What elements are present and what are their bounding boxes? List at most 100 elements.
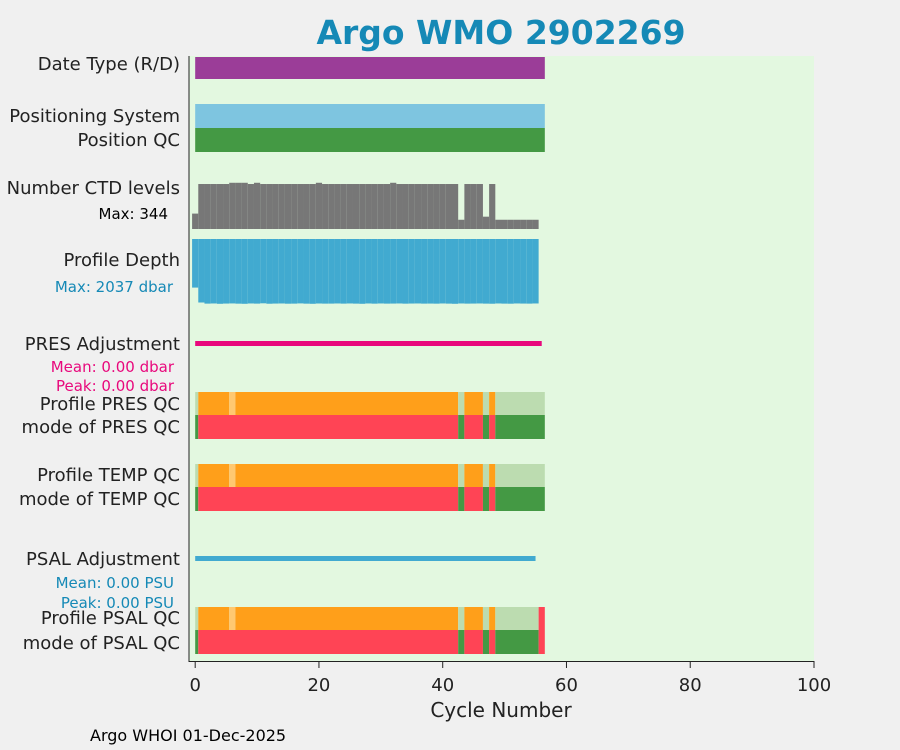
profile-depth-bar [507,239,514,304]
profile-depth-bar [260,239,267,304]
ctd-level-bar [260,184,267,229]
ctd-level-bar [439,184,446,229]
profile-depth-bar [445,239,452,304]
profile-depth-bar [402,239,409,304]
profile-temp-qc-segment [464,464,483,487]
profile-psal-qc-segment [482,607,490,630]
profile-depth-bar [421,239,428,304]
profile-depth-bar [198,239,205,303]
profile-depth-bar [513,239,521,304]
label-mode-pres-qc: mode of PRES QC [22,417,180,438]
label-profile-temp-qc: Profile TEMP QC [37,465,180,486]
profile-depth-bar [340,239,347,304]
profile-psal-qc-segment [235,607,459,630]
profile-depth-bar [346,239,353,304]
profile-depth-bar [427,239,434,304]
profile-psal-qc-segment [464,607,483,630]
pres-mean-label: Mean: 0.00 dbar [51,358,175,376]
mode-temp-qc-segment [198,487,459,511]
profile-depth-bar [352,239,360,304]
ctd-level-bar [390,182,397,229]
ctd-level-bar [371,184,378,229]
profile-temp-qc-segment [198,464,230,487]
ctd-level-bar [520,219,527,229]
ctd-level-bar [470,184,477,229]
label-mode-temp-qc: mode of TEMP QC [19,489,180,510]
psal-peak-label: Peak: 0.00 PSU [61,594,174,612]
profile-temp-qc-segment [235,464,459,487]
ctd-level-bar [495,219,502,229]
profile-psal-qc-segment [489,607,496,630]
profile-depth-bar [278,239,285,304]
ctd-level-bar [427,184,434,229]
profile-depth-bar [482,239,490,304]
ctd-max-label: Max: 344 [99,205,168,223]
ctd-level-bar [532,219,539,229]
profile-depth-bar [328,239,335,304]
profile-depth-bar [297,239,304,304]
profile-temp-qc-segment [482,464,490,487]
ctd-level-bar [309,184,316,229]
profile-psal-qc-segment [458,607,465,630]
ctd-level-bar [402,184,409,229]
profile-depth-bar [414,239,422,304]
label-pres-adjustment: PRES Adjustment [25,334,180,355]
profile-depth-bar [464,239,471,304]
ctd-level-bar [513,219,521,229]
mode-psal-qc-segment [489,630,496,654]
label-profile-psal-qc: Profile PSAL QC [41,608,180,629]
label-profile-depth: Profile Depth [63,250,180,271]
ctd-level-bar [334,184,341,229]
profile-depth-bar [216,239,224,304]
profile-depth-bar [532,239,539,304]
mode-psal-qc-segment [538,630,545,654]
mode-pres-qc-segment [464,415,483,439]
pres-peak-label: Peak: 0.00 dbar [56,377,175,395]
mode-psal-qc-segment [464,630,483,654]
profile-depth-bar [433,239,440,304]
x-axis-label: Cycle Number [430,698,572,722]
ctd-level-bar [445,184,452,229]
label-profile-pres-qc: Profile PRES QC [40,394,180,415]
ctd-level-bar [198,184,205,229]
profile-depth-bar [458,239,465,304]
x-tick-label: 0 [189,675,200,696]
ctd-level-bar [291,184,298,229]
profile-depth-bar [396,239,403,304]
positioning-system-bar [195,104,545,128]
ctd-level-bar [235,182,242,229]
profile-depth-bar [223,239,230,304]
profile-depth-bar [495,239,502,304]
x-tick-label: 100 [797,675,831,696]
ctd-level-bar [216,184,224,229]
profile-psal-qc-segment [198,607,230,630]
ctd-level-bar [315,182,323,229]
mode-psal-qc-segment [198,630,459,654]
profile-depth-bar [192,239,199,288]
ctd-level-bar [414,184,422,229]
ctd-level-bar [408,184,415,229]
profile-depth-bar [284,239,292,304]
ctd-level-bar [303,184,310,229]
profile-psal-qc-segment [195,607,199,630]
ctd-level-bar [482,216,490,229]
profile-pres-qc-segment [489,392,496,415]
ctd-level-bar [489,184,496,229]
ctd-level-bar [359,184,366,229]
mode-temp-qc-segment [195,487,199,511]
profile-depth-bar [210,239,217,304]
profile-psal-qc-segment [495,607,539,630]
profile-pres-qc-segment [495,392,545,415]
profile-depth-bar [235,239,242,304]
profile-depth-bar [229,239,236,304]
mode-temp-qc-segment [489,487,496,511]
profile-depth-bar [322,239,329,304]
ctd-level-bar [365,184,372,229]
profile-temp-qc-segment [229,464,236,487]
ctd-level-bar [421,184,428,229]
psal-adjustment-line [195,556,536,561]
profile-depth-bar [377,239,384,304]
profile-pres-qc-segment [458,392,465,415]
profile-depth-bar [204,239,211,304]
